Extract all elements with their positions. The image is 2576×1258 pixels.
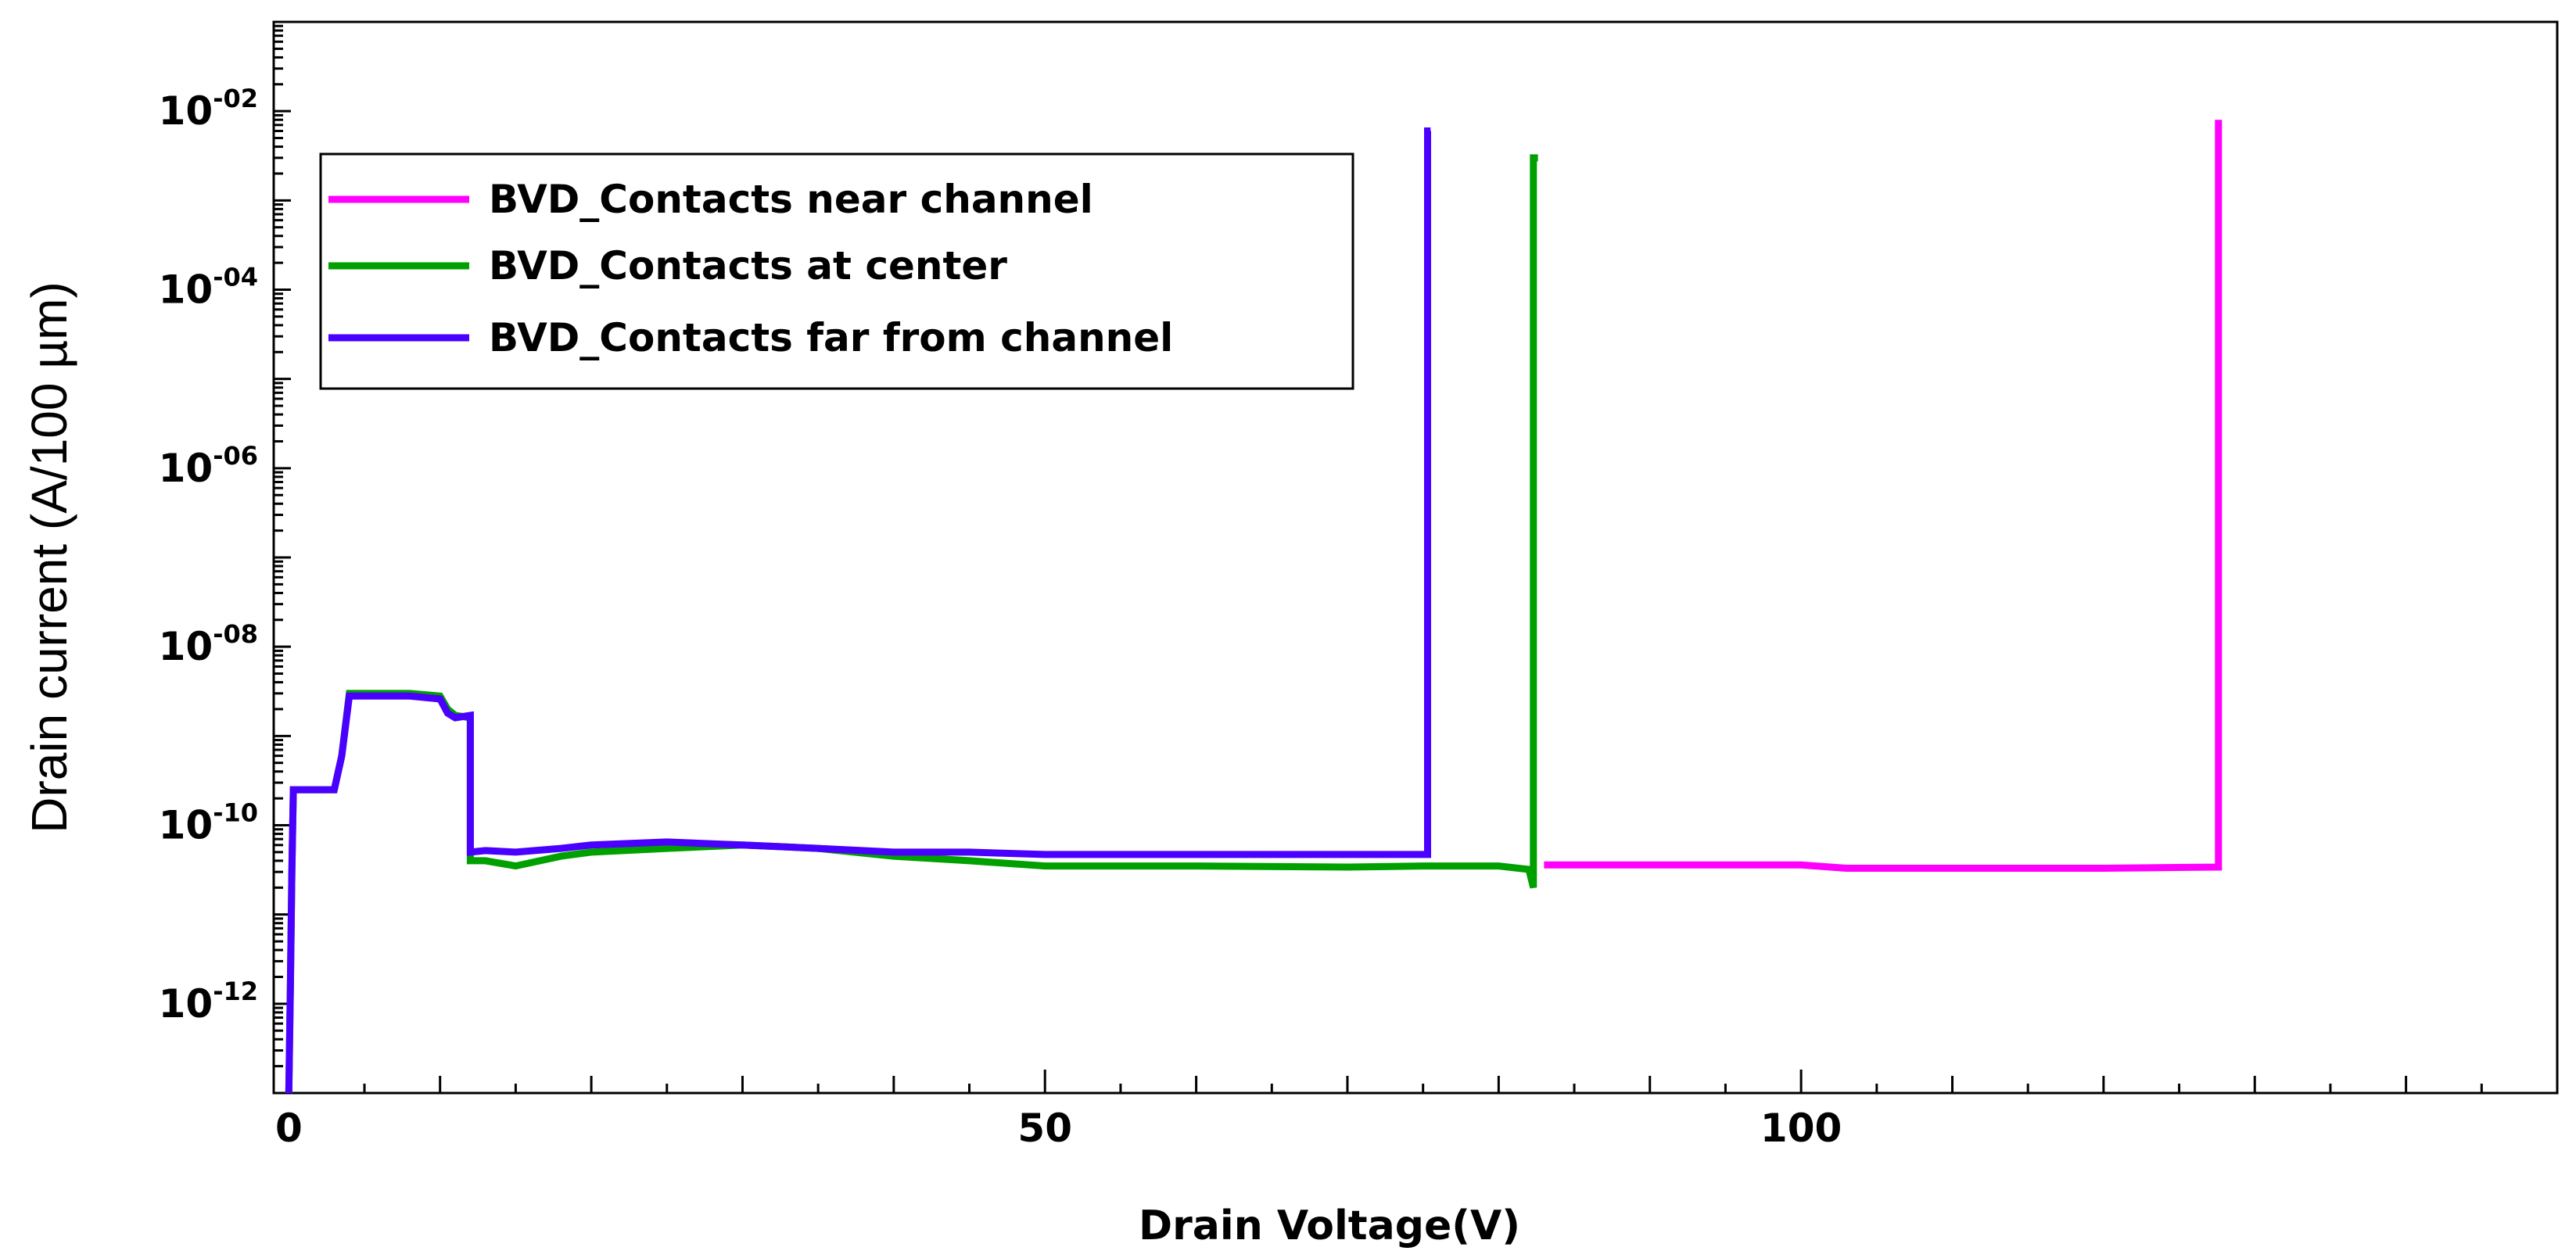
y-tick-label: 10-06	[159, 441, 258, 491]
legend-box	[319, 152, 1354, 390]
series-line-3	[285, 127, 1431, 1094]
y-axis-title: Drain current (A/100 µm)	[21, 281, 77, 833]
y-tick-label: 10-08	[159, 619, 258, 669]
x-axis-title: Drain Voltage(V)	[1139, 1202, 1520, 1249]
series-layer	[285, 120, 2223, 1094]
y-tick-label: 10-10	[159, 798, 258, 848]
y-tick-label: 10-04	[159, 263, 258, 313]
y-tick-label: 10-12	[159, 977, 258, 1027]
series-line-1	[1544, 120, 2223, 872]
legend-label-at-center: BVD_Contacts at center	[489, 243, 1007, 289]
legend-label-near-channel: BVD_Contacts near channel	[489, 177, 1093, 222]
minor-ticks	[274, 24, 2483, 1095]
x-tick-label: 50	[1017, 1106, 1072, 1151]
legend-label-far-from-channel: BVD_Contacts far from channel	[489, 315, 1173, 360]
x-tick-label: 0	[275, 1106, 303, 1151]
y-tick-label: 10-02	[159, 84, 258, 134]
x-ticks: 0 50 100	[275, 1106, 1842, 1151]
legend: BVD_Contacts near channel BVD_Contacts a…	[319, 152, 1354, 390]
y-ticks: 10-02 10-04 10-06 10-08 10-10 10-12	[159, 84, 258, 1027]
x-tick-label: 100	[1760, 1106, 1842, 1151]
